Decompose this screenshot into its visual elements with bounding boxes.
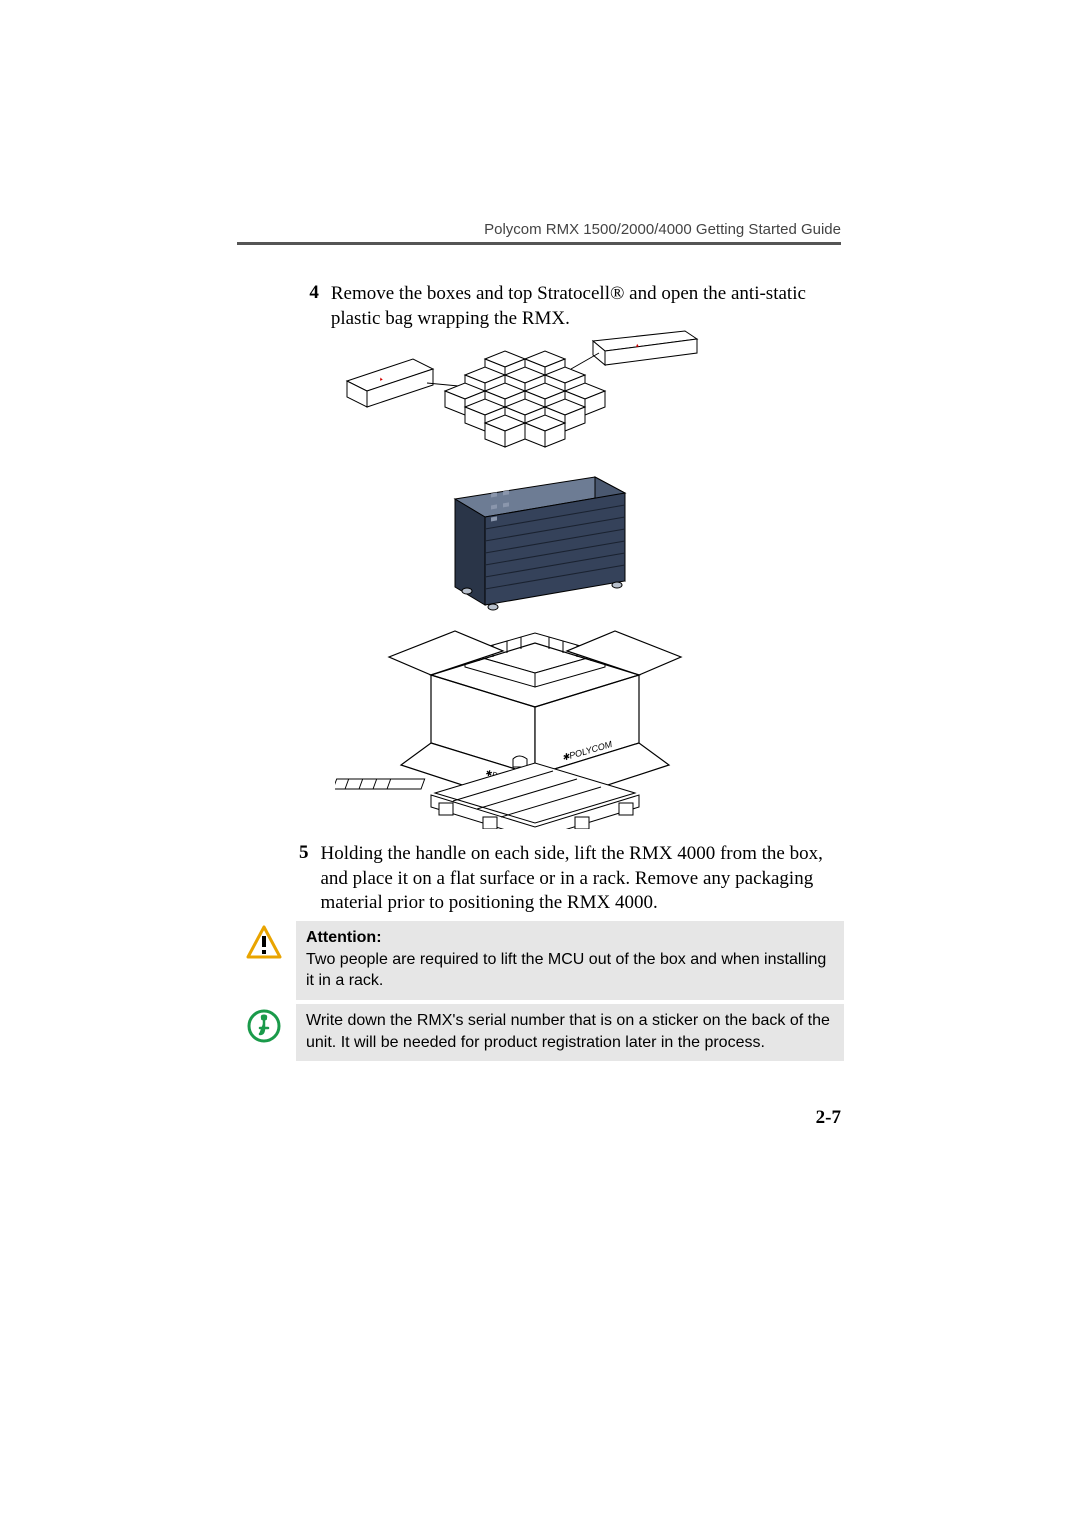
callout-text: Two people are required to lift the MCU …	[306, 951, 826, 990]
note-icon	[246, 1008, 282, 1044]
step-5: 5 Holding the handle on each side, lift …	[296, 842, 844, 916]
small-box-left: ▲	[347, 359, 433, 407]
warning-icon	[246, 925, 282, 961]
step-text: Holding the handle on each side, lift th…	[320, 842, 844, 916]
page-number: 2-7	[816, 1107, 841, 1129]
svg-text:▲: ▲	[635, 343, 641, 349]
stratocell-foam	[445, 351, 605, 447]
unpacking-figure: ▲ ▲	[335, 329, 735, 829]
callout-note: Write down the RMX's serial number that …	[246, 1004, 844, 1061]
callout-title: Attention:	[306, 929, 382, 946]
callout-text: Write down the RMX's serial number that …	[306, 1012, 830, 1051]
header-rule	[237, 242, 841, 245]
figure-box-pallet: ✱POLYCOM ✱POLYCOM	[335, 631, 681, 829]
figure-svg: ▲ ▲	[335, 329, 735, 829]
small-box-right: ▲	[593, 331, 697, 365]
figure-top-group: ▲ ▲	[347, 331, 697, 447]
callout-box: Write down the RMX's serial number that …	[296, 1004, 844, 1061]
callout-box: Attention: Two people are required to li…	[296, 921, 844, 1000]
step-number: 5	[296, 842, 308, 916]
step-text: Remove the boxes and top Stratocell® and…	[331, 282, 844, 331]
running-header: Polycom RMX 1500/2000/4000 Getting Start…	[484, 221, 841, 238]
figure-chassis	[455, 477, 625, 610]
step-4: 4 Remove the boxes and top Stratocell® a…	[296, 282, 844, 331]
document-page: Polycom RMX 1500/2000/4000 Getting Start…	[0, 0, 1080, 1527]
callout-attention: Attention: Two people are required to li…	[246, 921, 844, 1000]
step-number: 4	[296, 282, 319, 331]
